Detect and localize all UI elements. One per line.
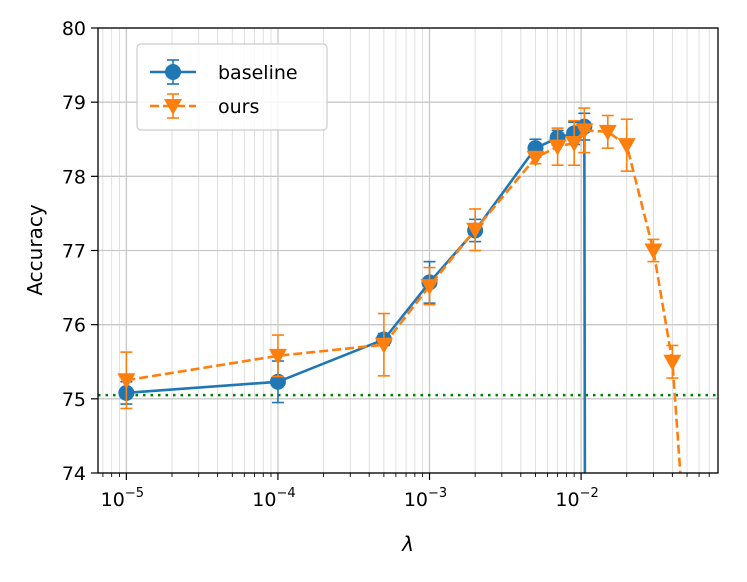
data-point [374,337,393,354]
x-tick-label: 10−4 [252,486,295,511]
x-tick-label: 10−5 [101,486,144,511]
series-group [117,107,682,473]
legend-ours-label: ours [218,96,259,118]
legend-baseline-marker [165,64,181,80]
y-tick-label: 77 [62,241,86,263]
data-point [548,139,567,156]
data-point [526,150,545,167]
data-point [117,373,136,390]
data-point [466,222,485,239]
x-tick-label: 10−2 [555,486,598,511]
series-ours [117,107,682,473]
data-point [644,243,663,260]
y-tick-label: 80 [62,18,86,40]
data-point [268,348,287,365]
legend: baseline ours [136,43,328,131]
x-axis-label: λ [401,532,414,556]
y-tick-label: 75 [62,389,86,411]
y-tick-label: 79 [62,92,86,114]
y-tick-label: 74 [62,463,86,485]
legend-entry-ours: ours [150,93,259,119]
data-point [663,354,682,371]
data-point [420,279,439,296]
legend-entry-baseline: baseline [150,59,298,85]
series-line-baseline [126,125,587,473]
data-point [269,373,286,390]
data-point [565,135,584,152]
y-axis-label: Accuracy [23,204,47,295]
data-point [598,124,617,141]
legend-frame [136,43,328,131]
axis-ticks: 10−5 10−4 10−3 10−2 74 75 76 77 78 79 80 [62,18,710,511]
data-point [617,138,636,155]
legend-ours-marker [164,99,182,115]
legend-baseline-label: baseline [218,62,298,84]
data-point [575,123,594,140]
series-line-ours [126,129,682,473]
y-tick-label: 76 [62,315,86,337]
y-tick-label: 78 [62,166,86,188]
x-tick-label: 10−3 [404,486,447,511]
